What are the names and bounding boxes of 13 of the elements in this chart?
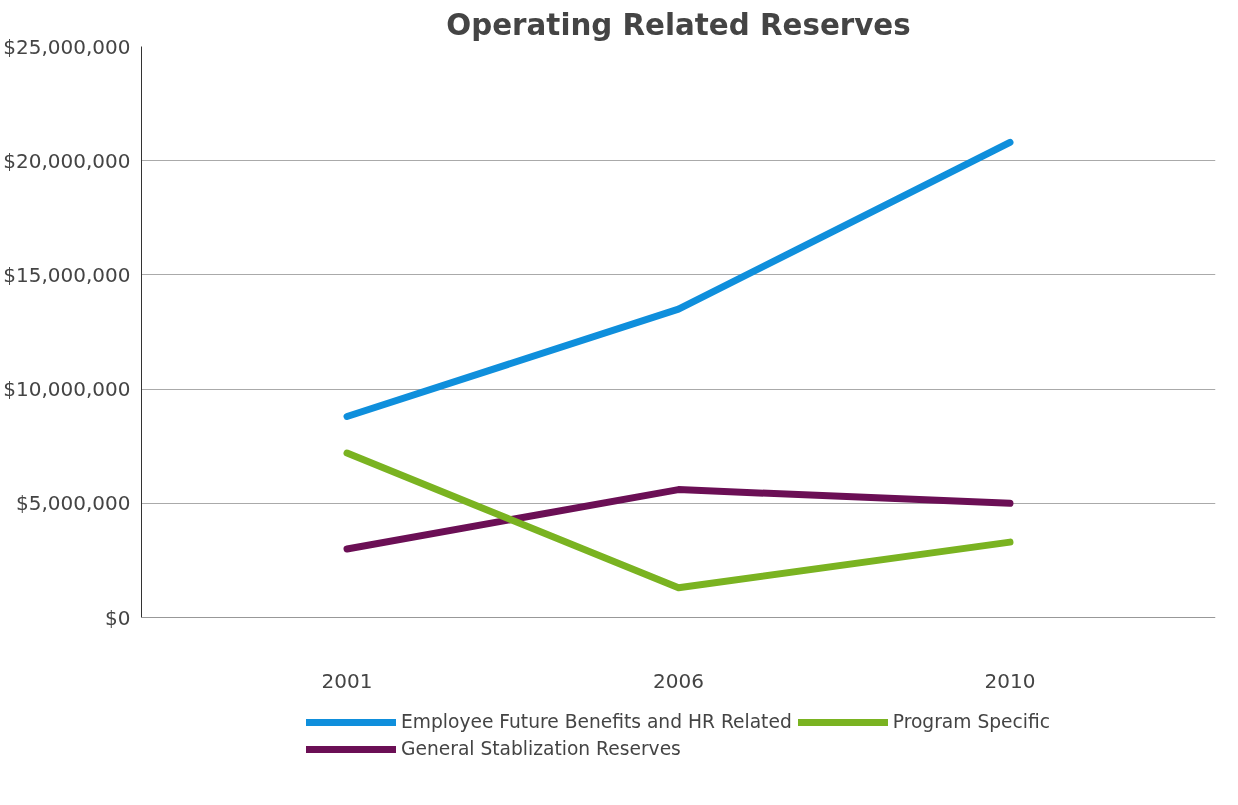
legend-label: General Stablization Reserves: [400, 738, 681, 759]
x-tick-label: 2006: [653, 668, 704, 693]
y-tick-label: $25,000,000: [3, 34, 131, 59]
x-tick-label: 2001: [321, 668, 373, 693]
x-tick-label: 2010: [984, 668, 1036, 693]
legend-label: Employee Future Benefits and HR Related: [400, 711, 792, 732]
chart-title: Operating Related Reserves: [446, 7, 911, 42]
y-tick-label: $5,000,000: [15, 491, 131, 516]
legend-label: Program Specific: [892, 711, 1051, 732]
y-tick-label: $15,000,000: [3, 262, 131, 287]
y-tick-label: $20,000,000: [3, 148, 131, 173]
y-tick-label: $0: [105, 605, 131, 630]
y-tick-label: $10,000,000: [3, 377, 131, 402]
